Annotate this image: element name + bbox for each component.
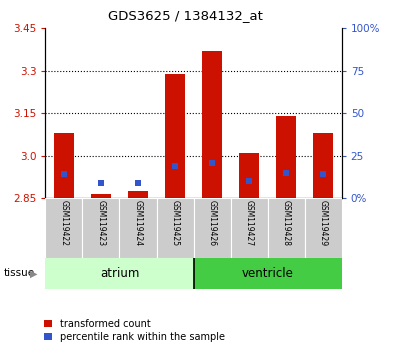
FancyBboxPatch shape — [194, 198, 231, 258]
Text: GSM119423: GSM119423 — [96, 200, 105, 246]
Text: GSM119425: GSM119425 — [171, 200, 180, 246]
Text: atrium: atrium — [100, 267, 139, 280]
FancyBboxPatch shape — [83, 198, 120, 258]
FancyBboxPatch shape — [156, 198, 194, 258]
Text: tissue: tissue — [4, 268, 35, 279]
Text: GSM119422: GSM119422 — [59, 200, 68, 246]
Text: GSM119427: GSM119427 — [245, 200, 254, 246]
Text: GDS3625 / 1384132_at: GDS3625 / 1384132_at — [108, 9, 263, 22]
Bar — [194, 258, 342, 289]
Bar — [276, 116, 296, 198]
Text: ▶: ▶ — [30, 268, 37, 279]
Bar — [54, 133, 74, 198]
Text: GSM119428: GSM119428 — [282, 200, 291, 246]
Bar — [313, 133, 333, 198]
Bar — [45, 258, 194, 289]
Bar — [128, 191, 148, 198]
Text: GSM119429: GSM119429 — [319, 200, 328, 246]
FancyBboxPatch shape — [268, 198, 305, 258]
FancyBboxPatch shape — [305, 198, 342, 258]
Bar — [202, 51, 222, 198]
Bar — [239, 153, 259, 198]
FancyBboxPatch shape — [45, 198, 83, 258]
Bar — [165, 74, 185, 198]
Text: GSM119424: GSM119424 — [134, 200, 143, 246]
Bar — [91, 194, 111, 198]
Text: GSM119426: GSM119426 — [207, 200, 216, 246]
Text: ventricle: ventricle — [242, 267, 293, 280]
FancyBboxPatch shape — [120, 198, 156, 258]
Legend: transformed count, percentile rank within the sample: transformed count, percentile rank withi… — [40, 315, 229, 346]
FancyBboxPatch shape — [231, 198, 268, 258]
